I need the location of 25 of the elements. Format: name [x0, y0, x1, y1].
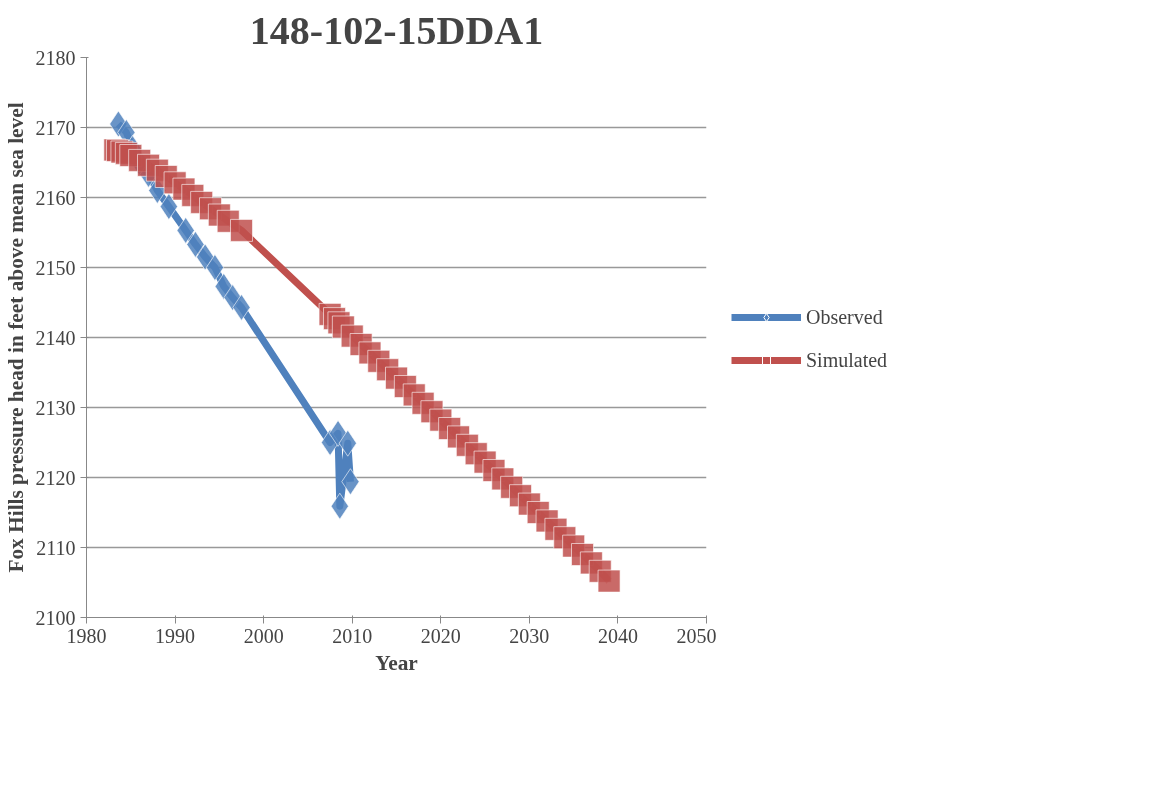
point	[159, 193, 179, 221]
x-tick-label: 2020	[420, 624, 461, 647]
legend-label: Observed	[806, 305, 883, 329]
y-tick-label: 2140	[35, 326, 76, 349]
y-tick-label: 2160	[35, 186, 76, 209]
y-tick-label: 2120	[35, 466, 76, 489]
x-tick-label: 2050	[676, 624, 717, 647]
y-tick-label: 2150	[35, 256, 76, 279]
legend-label: Simulated	[806, 348, 888, 372]
x-tick-label: 2000	[243, 624, 284, 647]
y-tick-label: 2110	[36, 536, 76, 559]
x-tick-label: 2040	[597, 624, 638, 647]
point	[205, 254, 225, 281]
point	[597, 569, 621, 593]
y-tick-label: 2130	[35, 396, 76, 419]
point	[328, 419, 348, 447]
x-tick-label: 1990	[155, 624, 196, 647]
x-tick-label: 2030	[509, 624, 550, 647]
point	[230, 218, 253, 242]
y-axis-title: Fox Hills pressure head in feet above mean sea level	[3, 102, 28, 573]
chart-title: 148-102-15DDA1	[249, 7, 544, 53]
x-axis-title: Year	[375, 650, 419, 675]
x-tick-label: 2010	[332, 624, 373, 647]
y-tick-label: 2170	[35, 116, 76, 139]
y-tick-label: 2180	[35, 46, 76, 69]
